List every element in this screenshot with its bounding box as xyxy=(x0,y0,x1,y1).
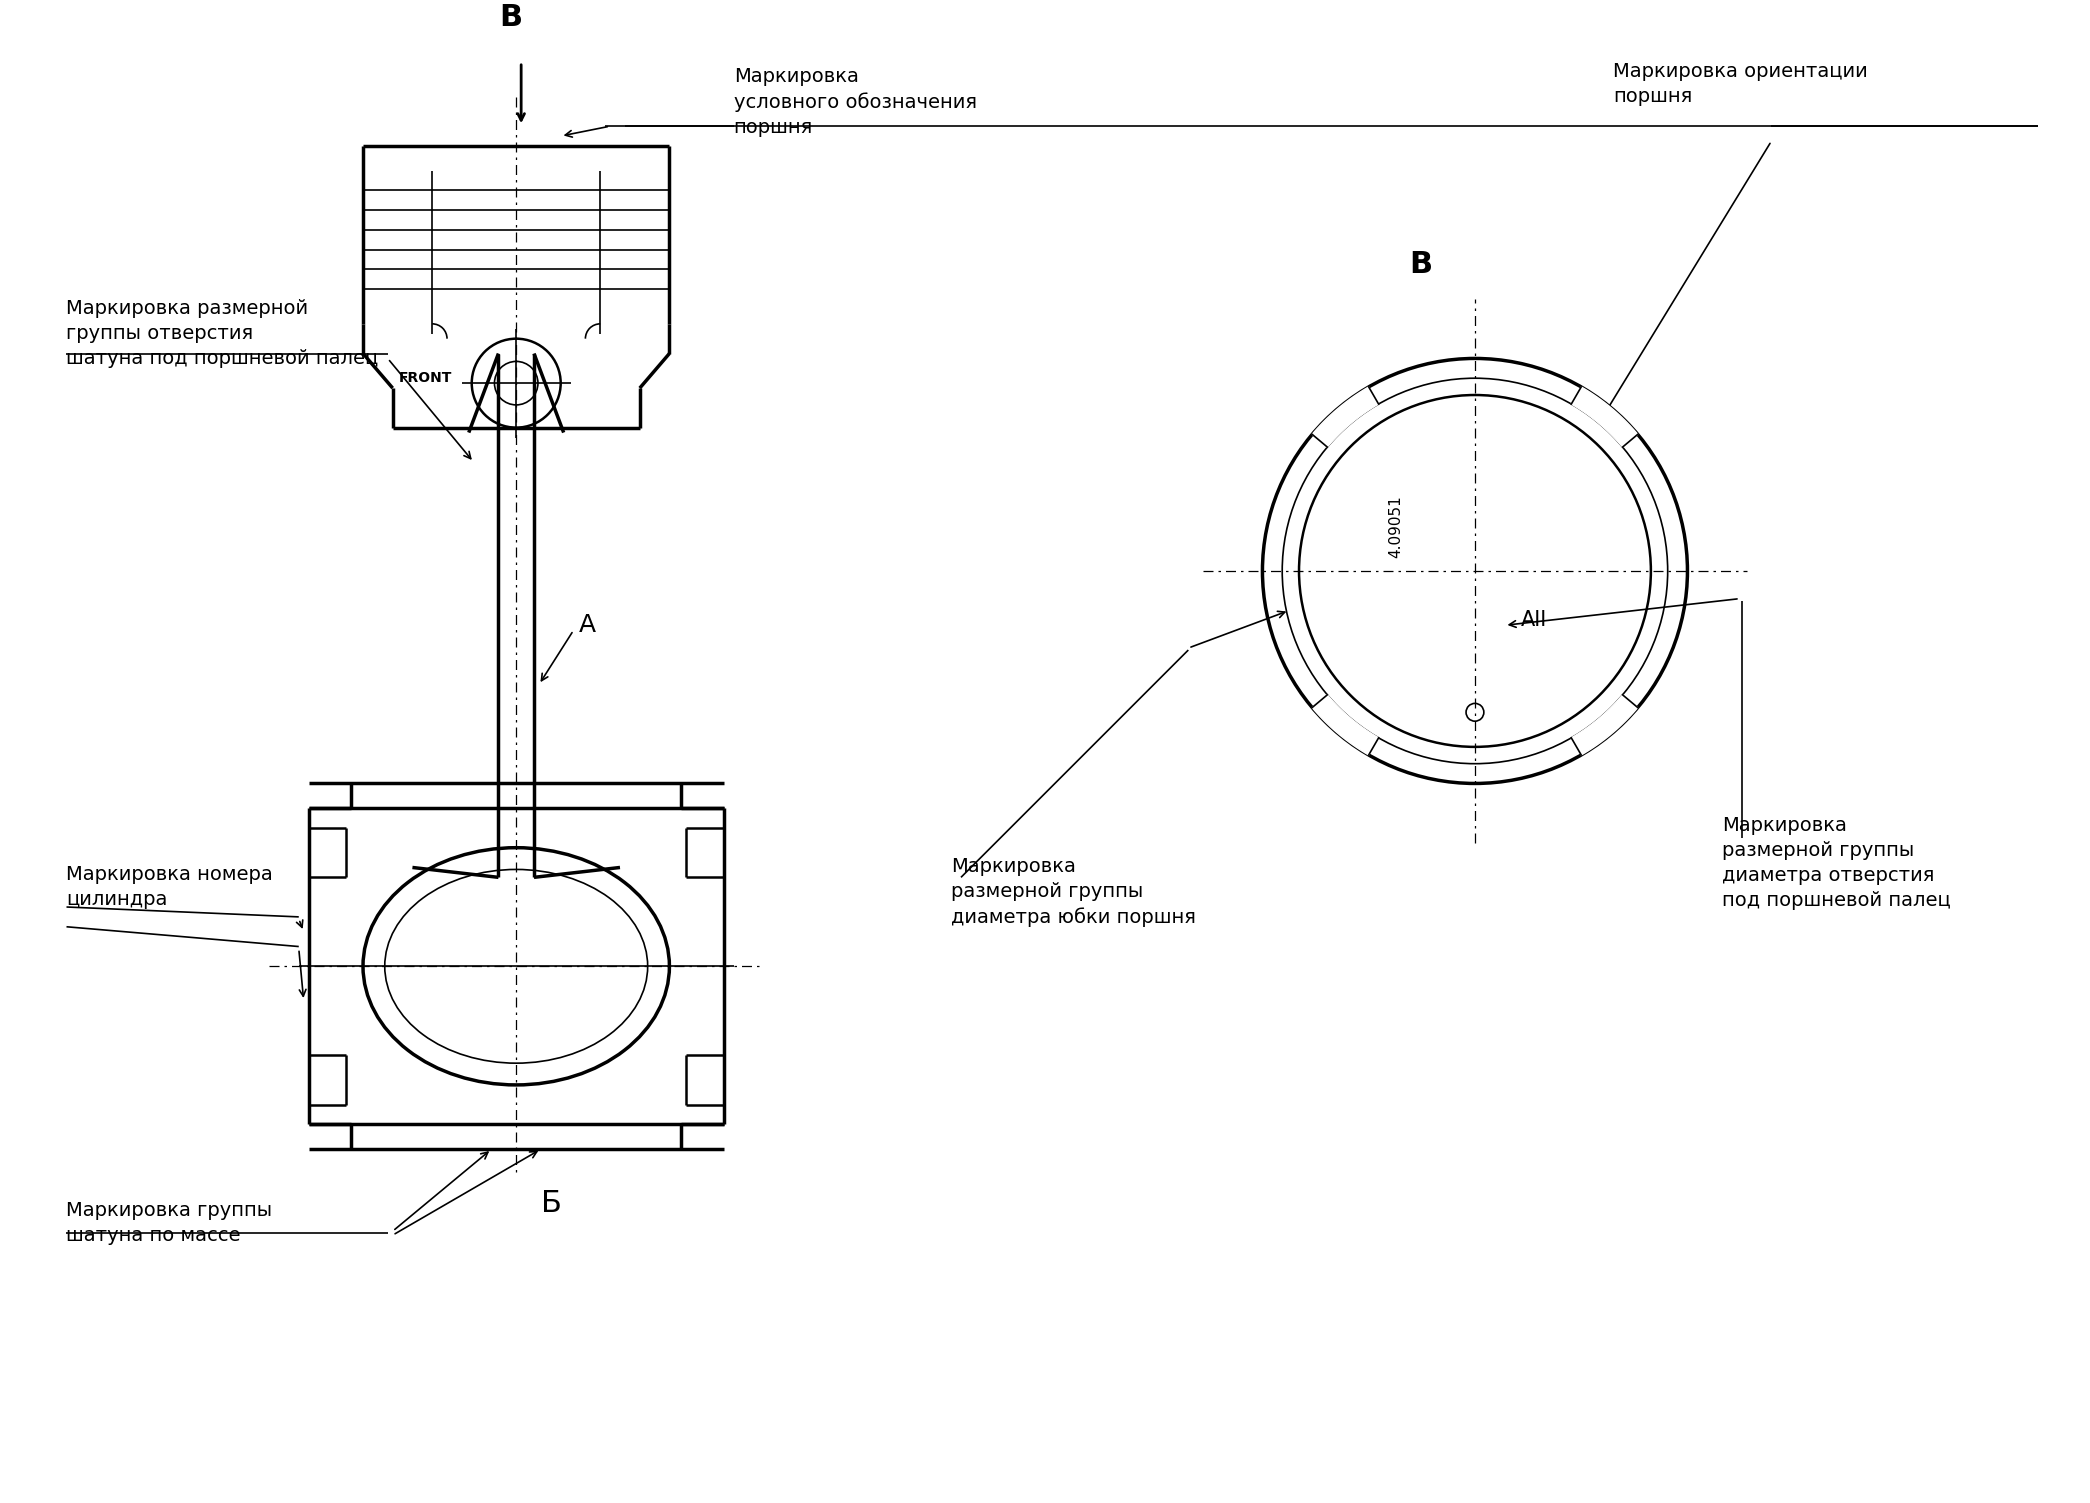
Text: Маркировка номера
цилиндра: Маркировка номера цилиндра xyxy=(67,866,274,909)
Text: Маркировка группы
шатуна по массе: Маркировка группы шатуна по массе xyxy=(67,1201,272,1246)
Text: В: В xyxy=(500,3,522,32)
Polygon shape xyxy=(1313,386,1379,446)
Text: FRONT: FRONT xyxy=(399,371,451,385)
Text: Б: Б xyxy=(541,1189,562,1217)
Text: В: В xyxy=(1409,251,1432,280)
Text: А: А xyxy=(579,613,596,637)
Text: Маркировка
размерной группы
диаметра отверстия
под поршневой палец: Маркировка размерной группы диаметра отв… xyxy=(1722,816,1950,909)
Text: Маркировка размерной
группы отверстия
шатуна под поршневой палец: Маркировка размерной группы отверстия ша… xyxy=(67,299,378,368)
Polygon shape xyxy=(1572,694,1639,755)
Text: Маркировка
условного обозначения
поршня: Маркировка условного обозначения поршня xyxy=(734,66,976,137)
Text: Маркировка
размерной группы
диаметра юбки поршня: Маркировка размерной группы диаметра юбк… xyxy=(951,857,1195,927)
Text: 4.09051: 4.09051 xyxy=(1388,494,1402,558)
Text: AII: AII xyxy=(1522,610,1547,630)
Polygon shape xyxy=(1313,694,1379,755)
Text: Маркировка ориентации
поршня: Маркировка ориентации поршня xyxy=(1613,62,1868,105)
Polygon shape xyxy=(1572,386,1639,446)
